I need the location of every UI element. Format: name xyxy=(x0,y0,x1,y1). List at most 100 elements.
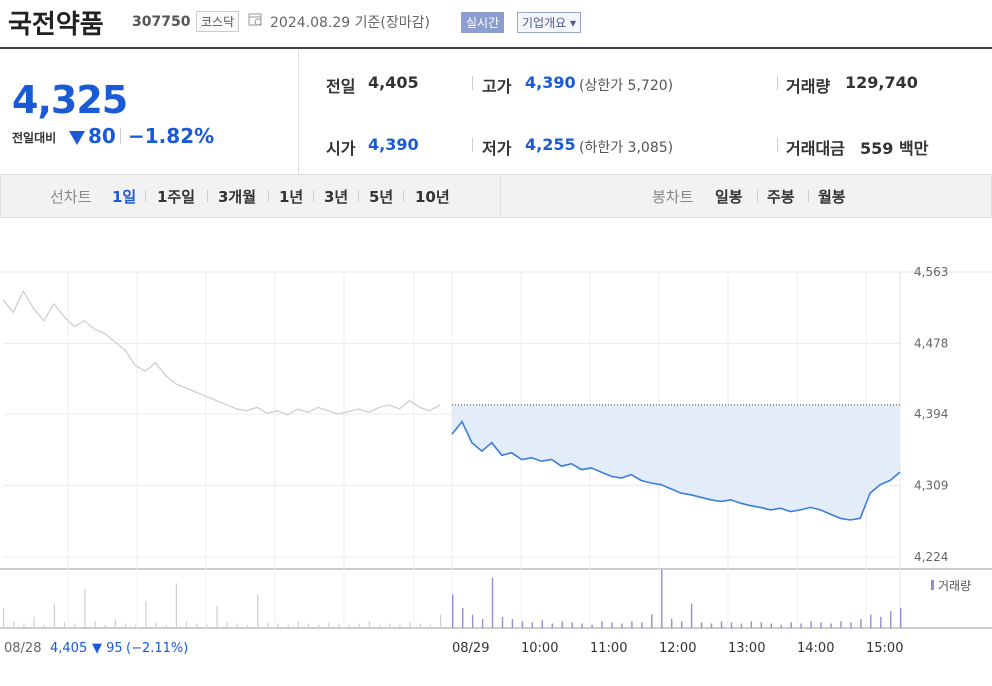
volume-bar xyxy=(3,607,5,628)
volume-bar xyxy=(409,622,411,628)
volume-bar xyxy=(690,603,693,628)
volume-bar xyxy=(226,622,228,628)
volume-bar xyxy=(810,621,812,628)
stock-code: 307750 xyxy=(132,14,191,30)
stat-separator xyxy=(472,138,473,152)
stat-separator xyxy=(777,76,778,90)
volume-bars xyxy=(3,570,902,628)
volume-bar xyxy=(175,583,177,628)
candle-weekly[interactable]: 주봉 xyxy=(767,188,795,206)
y-tick-label: 4,478 xyxy=(914,336,948,350)
amount-value: 559 백만 xyxy=(860,139,929,158)
volume-bar xyxy=(541,620,543,628)
chart-footer: 08/28 4,405 ▼ 95 (−2.11%) xyxy=(4,641,188,656)
series-line-0829 xyxy=(451,420,901,521)
volume-bar xyxy=(870,614,872,628)
period-separator xyxy=(313,190,314,202)
x-tick-label: 08/29 xyxy=(452,641,489,656)
period-separator xyxy=(207,190,208,202)
realtime-button[interactable]: 실시간 xyxy=(461,12,505,33)
volume-bar xyxy=(348,624,350,628)
footer-change: ▼ 95 xyxy=(92,641,123,656)
volume-bar xyxy=(328,622,330,628)
period-3y[interactable]: 3년 xyxy=(324,188,349,206)
period-1w[interactable]: 1주일 xyxy=(157,188,196,206)
candle-daily[interactable]: 일봉 xyxy=(715,188,743,206)
intraday-chart[interactable]: 4,563 4,478 4,394 4,309 4,224 08/29 10:00 11:0… xyxy=(0,220,992,686)
period-3m[interactable]: 3개월 xyxy=(218,188,257,206)
low-value: 4,255 xyxy=(525,135,576,154)
period-10y[interactable]: 10년 xyxy=(415,188,450,206)
volume-bar xyxy=(287,624,289,628)
volume-bar xyxy=(551,623,553,628)
lower-limit: (하한가 3,085) xyxy=(579,140,674,156)
period-separator xyxy=(757,190,758,202)
volume-bar xyxy=(700,622,703,628)
stock-name: 국전약품 xyxy=(8,10,104,40)
current-price: 4,325 xyxy=(12,78,128,122)
x-tick-label: 11:00 xyxy=(590,641,627,656)
volume-bar xyxy=(561,621,563,628)
volume-bar xyxy=(196,623,198,628)
y-tick-label: 4,224 xyxy=(914,550,948,564)
volume-bar xyxy=(780,624,782,628)
volume-bar xyxy=(740,623,743,628)
volume-bar xyxy=(860,619,862,628)
volume-bar xyxy=(13,621,15,628)
volume-bar xyxy=(501,616,504,628)
volume-bar xyxy=(601,621,603,628)
volume-bar xyxy=(521,621,524,628)
period-1y[interactable]: 1년 xyxy=(279,188,304,206)
volume-bar xyxy=(591,624,593,628)
volume-bar xyxy=(33,616,35,628)
period-bar xyxy=(0,174,992,218)
volume-bar xyxy=(84,589,86,628)
amount-label: 거래대금 xyxy=(786,139,845,158)
volume-bar xyxy=(790,622,792,628)
volume-bar xyxy=(74,623,76,628)
volume-bar xyxy=(358,623,360,628)
volume-bar xyxy=(750,621,753,628)
volume-bar xyxy=(236,623,238,628)
market-badge: 코스닥 xyxy=(196,11,240,32)
period-5y[interactable]: 5년 xyxy=(369,188,394,206)
volume-bar xyxy=(890,611,892,628)
volume-bar xyxy=(611,622,613,628)
volume-bar xyxy=(206,624,208,628)
footer-date: 08/28 xyxy=(4,641,41,656)
change-label: 전일대비 xyxy=(12,131,57,145)
volume-bar xyxy=(297,621,299,628)
open-value: 4,390 xyxy=(368,135,419,154)
volume-bar xyxy=(125,623,127,628)
y-tick-label: 4,394 xyxy=(914,407,948,421)
volume-bar xyxy=(368,621,371,628)
company-info-dropdown[interactable]: 기업개요 ▾ xyxy=(517,12,581,33)
volume-bar xyxy=(379,624,381,628)
period-bar-divider xyxy=(500,174,501,218)
candle-monthly[interactable]: 월봉 xyxy=(818,188,846,206)
stat-separator xyxy=(777,138,778,152)
volume-bar xyxy=(104,624,106,628)
low-label: 저가 xyxy=(482,139,512,158)
down-triangle-icon xyxy=(69,131,85,145)
change-percent: −1.82% xyxy=(128,124,215,148)
base-date: 2024.08.29 기준(장마감) xyxy=(270,15,430,31)
volume-bar xyxy=(481,619,484,628)
volume-bar xyxy=(800,623,802,628)
volume-bar xyxy=(165,624,167,628)
volume-legend: 거래량 xyxy=(931,579,971,593)
volume-bar xyxy=(770,623,772,628)
volume-bar xyxy=(114,619,116,628)
volume-bar xyxy=(155,622,157,628)
volume-bar xyxy=(135,624,137,628)
candle-chart-label: 봉차트 xyxy=(652,188,694,206)
volume-bar xyxy=(307,623,310,628)
volume-bar xyxy=(318,624,320,628)
volume-bar xyxy=(820,622,822,628)
period-separator xyxy=(403,190,404,202)
volume-bar xyxy=(389,623,391,628)
volume-bar xyxy=(840,621,842,628)
volume-bar xyxy=(710,623,713,628)
period-1d[interactable]: 1일 xyxy=(112,188,137,206)
volume-bar xyxy=(246,624,249,628)
